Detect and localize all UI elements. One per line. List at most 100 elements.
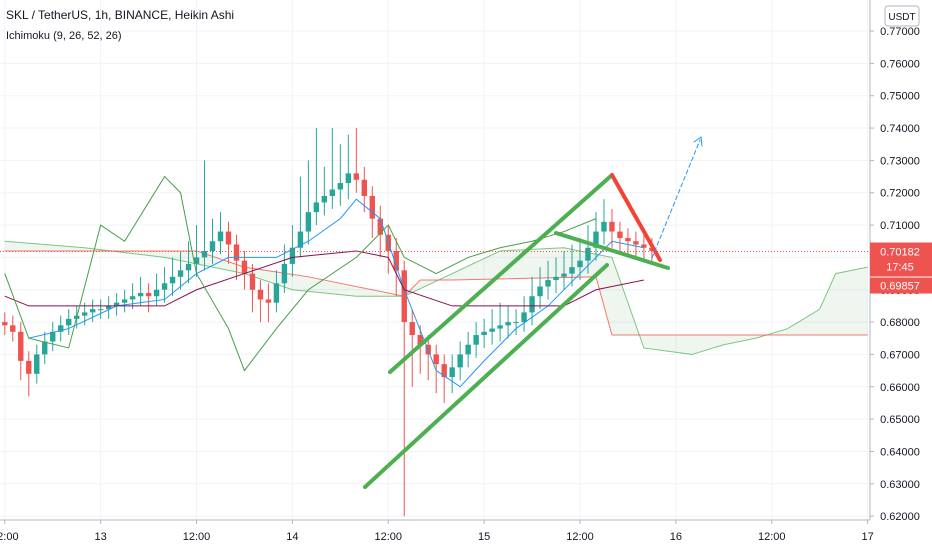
candle-body (561, 273, 567, 277)
price-badge-label: 0.70182 (880, 247, 920, 259)
candle-body (249, 273, 256, 290)
indicator-line (28, 198, 645, 388)
candle-body (601, 221, 607, 232)
candle-body (105, 305, 112, 310)
currency-button[interactable] (884, 5, 920, 27)
candle-body (281, 263, 288, 284)
candle-body (521, 312, 527, 323)
candle-body (42, 341, 48, 355)
price-badge-label: 0.69857 (880, 281, 920, 293)
trend-line (554, 231, 670, 270)
y-tick-label: 0.74000 (880, 123, 920, 135)
candle-body (569, 267, 575, 274)
candle-body (305, 212, 312, 232)
candle-body (593, 231, 599, 248)
candle-body (585, 247, 591, 261)
candle-body (26, 360, 32, 374)
candle-body (553, 276, 559, 281)
trend-line (388, 173, 614, 374)
candle-body (625, 238, 631, 242)
x-tick-label: 12:00 (183, 531, 211, 543)
candle-body (545, 280, 551, 287)
candle-body (81, 312, 88, 316)
candle-body (393, 250, 399, 271)
candle-body (329, 189, 336, 196)
candle-body (241, 260, 248, 274)
currency-label[interactable]: USDT (888, 12, 915, 23)
x-tick-label: 12:00 (374, 531, 402, 543)
candle-body (257, 289, 264, 300)
candle-body (2, 322, 8, 326)
candle-body (577, 260, 583, 268)
candle-body (145, 292, 152, 297)
y-tick-label: 0.66000 (880, 382, 920, 394)
candle-body (137, 292, 144, 297)
candle-body (18, 331, 24, 361)
y-tick-label: 0.67000 (880, 349, 920, 361)
x-tick-label: 14 (286, 531, 298, 543)
candle-body (89, 309, 96, 313)
candle-body (537, 286, 543, 297)
candle-body (313, 202, 320, 213)
candle-body (225, 231, 232, 245)
candle-body (409, 322, 415, 336)
trend-line (363, 263, 609, 489)
grid (0, 0, 870, 520)
candle-body (201, 250, 208, 258)
x-tick-label: 12:00 (758, 531, 786, 543)
candle-body (265, 299, 272, 303)
countdown-label: 17:45 (886, 262, 914, 274)
drawings (363, 136, 703, 489)
span-a (4, 240, 868, 355)
candle-body (345, 173, 352, 184)
candle-body (297, 231, 304, 248)
candle-body (121, 299, 128, 303)
candle-body (401, 270, 407, 323)
indicator-line (4, 175, 597, 372)
candle-body (217, 231, 224, 242)
candle-body (465, 344, 471, 355)
price-badge (870, 242, 932, 277)
axes: 0.62000 0.63000 0.64000 0.65000 0.66000 0.670… (0, 26, 932, 543)
projection (651, 139, 701, 259)
candle-body (497, 325, 503, 329)
x-tick-label: 12:00 (566, 531, 594, 543)
candle-body (113, 302, 120, 306)
candle-body (209, 241, 216, 251)
candle-body (489, 328, 495, 332)
candle-body (10, 325, 16, 332)
trend-line (610, 173, 662, 262)
candle-body (481, 331, 487, 336)
y-tick-label: 0.64000 (880, 446, 920, 458)
candle-body (433, 354, 439, 365)
candle-body (321, 195, 328, 203)
candle-body (193, 257, 200, 264)
candle-body (633, 241, 639, 245)
x-tick-label: 12:00 (0, 531, 19, 543)
candle-body (185, 263, 192, 271)
candle-body (609, 221, 615, 232)
candle-body (289, 247, 296, 264)
candle-body (513, 322, 519, 324)
chart-title: SKL / TetherUS, 1h, BINANCE, Heikin Ashi (6, 8, 234, 22)
candle-body (449, 367, 455, 378)
candle-body (505, 322, 511, 326)
candle-body (169, 276, 176, 284)
candle-body (369, 195, 375, 219)
candle-body (337, 183, 344, 190)
price-badge (870, 277, 932, 294)
candle-body (617, 231, 623, 239)
y-tick-label: 0.76000 (880, 58, 920, 70)
y-tick-label: 0.62000 (880, 511, 920, 523)
y-tick-label: 0.65000 (880, 414, 920, 426)
candle-body (177, 270, 184, 277)
candle-body (153, 289, 160, 297)
candle-body (529, 296, 535, 313)
x-tick-label: 15 (478, 531, 490, 543)
candle-body (58, 325, 64, 332)
candle-body (161, 283, 168, 290)
y-tick-label: 0.72000 (880, 188, 920, 200)
candle-body (361, 179, 367, 196)
